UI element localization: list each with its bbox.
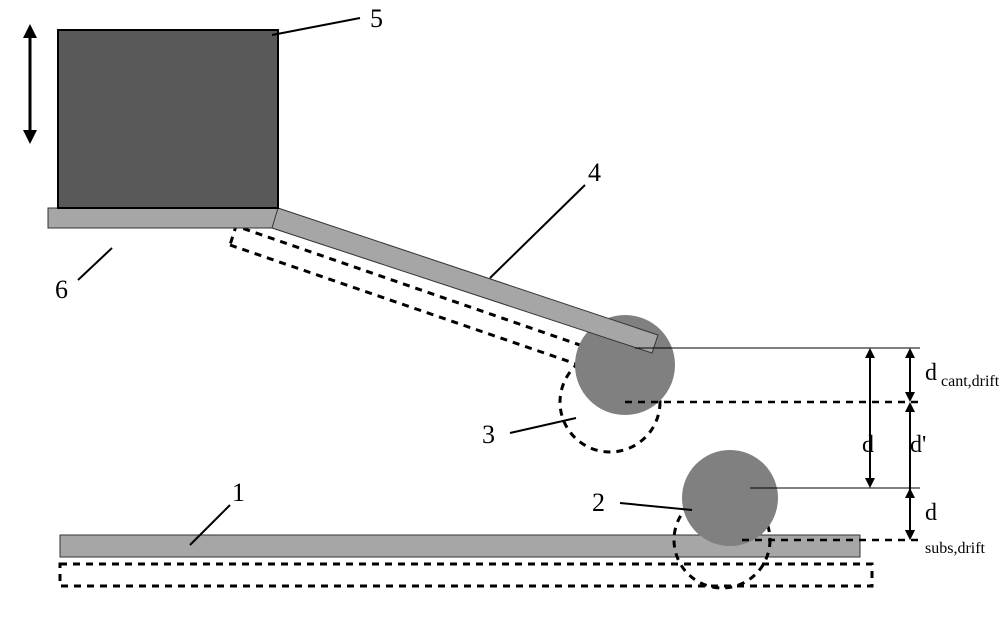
- callout-1-label: 1: [232, 478, 245, 508]
- dim-d-cant-sub: cant,drift: [937, 373, 999, 390]
- callout-5-label: 5: [370, 4, 383, 34]
- callout-3-label: 3: [482, 420, 495, 450]
- sample-sphere: [682, 450, 778, 546]
- dim-d-subs-main: d: [925, 500, 937, 526]
- dim-d-cant-label: d cant,drift: [925, 360, 999, 391]
- dim-d-prime-label: d': [910, 432, 926, 459]
- diagram-canvas: [0, 0, 1000, 625]
- callout-line-c6: [78, 248, 112, 280]
- substrate-drift: [60, 564, 872, 586]
- callout-2-label: 2: [592, 488, 605, 518]
- dim-d-subs-label: d subs,drift: [925, 500, 1000, 558]
- callout-4-label: 4: [588, 158, 601, 188]
- callout-line-c4: [490, 185, 585, 278]
- dim-d-subs-sub: subs,drift: [925, 540, 985, 557]
- dim-d-cant-main: d: [925, 360, 937, 386]
- callout-line-c2: [620, 503, 692, 510]
- callout-6-label: 6: [55, 275, 68, 305]
- holder-plate: [48, 208, 278, 228]
- piezo-block: [58, 30, 278, 208]
- callout-line-c5: [272, 18, 360, 35]
- dim-d-label: d: [862, 432, 874, 459]
